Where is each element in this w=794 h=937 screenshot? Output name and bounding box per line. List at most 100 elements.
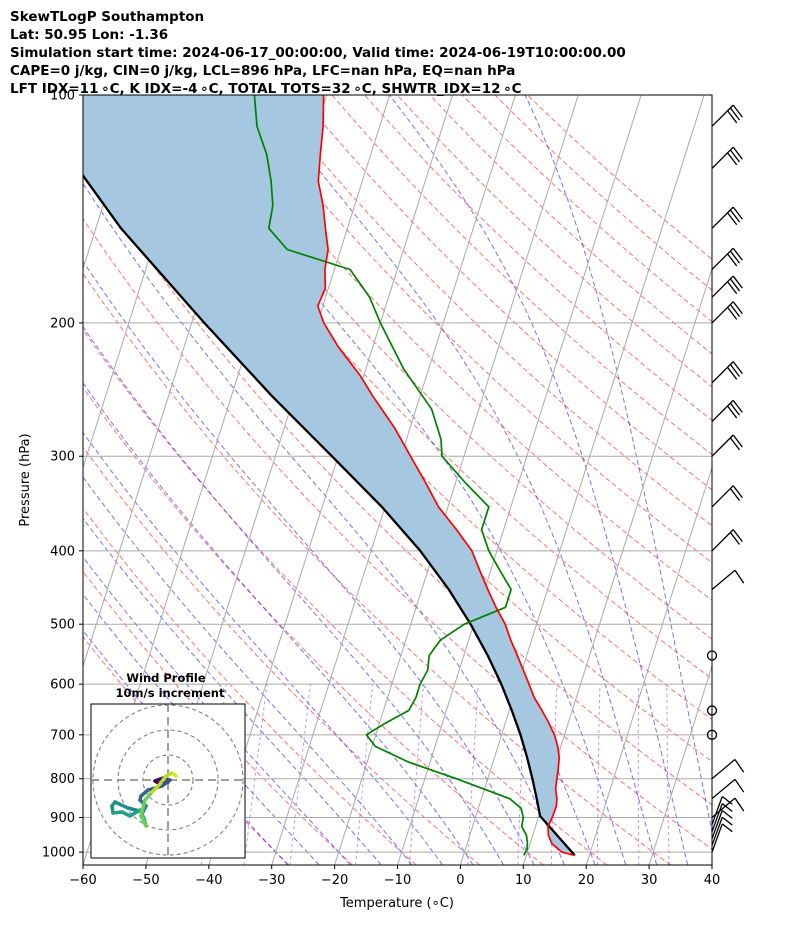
- hodograph-trace: [139, 814, 148, 828]
- wind-barb-flag: [727, 306, 738, 320]
- wind-barb: [711, 104, 734, 127]
- wind-barb-flag: [734, 759, 745, 773]
- wind-barb-flag: [729, 107, 741, 121]
- isotherm: [711, 863, 712, 865]
- moist-adiabat: [83, 593, 320, 865]
- wind-barb-calm: [706, 705, 718, 716]
- y-tick-label: 500: [50, 618, 75, 633]
- wind-barb: [711, 399, 734, 423]
- y-tick-label: 200: [50, 316, 75, 331]
- isotherm: [0, 95, 12, 865]
- dry-adiabat: [136, 95, 712, 680]
- parcel-profile-line: [83, 173, 576, 857]
- hodograph-plot: [91, 704, 245, 858]
- wind-barb-calm: [706, 650, 718, 661]
- x-tick-label: −10: [384, 873, 411, 888]
- dry-adiabat: [83, 386, 544, 865]
- wind-barb-flag: [729, 402, 741, 416]
- wind-barb-flag: [721, 795, 733, 805]
- mixing-ratio-line: [596, 684, 601, 865]
- temperature-line: [316, 95, 576, 857]
- wind-barb-flag: [732, 361, 743, 375]
- isotherm: [334, 95, 579, 865]
- wind-barb-flag: [727, 405, 738, 419]
- wind-barb: [711, 361, 734, 384]
- mixing-ratio-line: [517, 684, 526, 865]
- isotherm: [648, 664, 712, 865]
- x-tick-label: −60: [69, 873, 96, 888]
- wind-barb: [711, 247, 734, 270]
- wind-barb: [711, 758, 736, 780]
- x-tick-label: −20: [321, 873, 348, 888]
- hodograph-inset: [90, 703, 246, 859]
- y-tick-label: 100: [50, 89, 75, 104]
- wind-barb-flag: [727, 253, 738, 267]
- mixing-ratio-line: [666, 684, 670, 865]
- wind-barb-flag: [732, 485, 743, 499]
- x-tick-label: −30: [258, 873, 285, 888]
- chart-title-block: SkewTLogP Southampton Lat: 50.95 Lon: -1…: [10, 8, 626, 98]
- wind-barb-flag: [734, 569, 745, 584]
- dry-adiabat: [83, 218, 712, 850]
- moist-adiabat: [83, 431, 444, 865]
- wind-barb: [711, 275, 734, 298]
- wind-barb-flag: [729, 209, 741, 223]
- wind-barb-flag: [721, 803, 733, 812]
- isotherm: [208, 95, 453, 865]
- x-tick-label: −50: [132, 873, 159, 888]
- wind-barb-flag: [729, 278, 741, 292]
- wind-barb-flag: [727, 212, 738, 226]
- wind-barb: [711, 796, 723, 825]
- dry-adiabat: [83, 164, 712, 806]
- hodograph-trace: [143, 790, 154, 802]
- y-axis-label: Pressure (hPa): [18, 433, 33, 526]
- moist-adiabat: [83, 556, 351, 865]
- wind-barb: [711, 434, 734, 457]
- moist-adiabat: [83, 260, 535, 865]
- y-tick-label: 600: [50, 678, 75, 693]
- moist-adiabat: [160, 95, 627, 865]
- dry-adiabat: [83, 446, 481, 865]
- wind-barb-flag: [732, 275, 743, 289]
- wind-barb-flag: [721, 809, 733, 819]
- hodograph-trace: [113, 800, 130, 810]
- y-tick-label: 800: [50, 772, 75, 787]
- isotherm: [83, 95, 139, 271]
- mixing-ratio-line: [409, 684, 425, 865]
- wind-barb: [711, 146, 734, 169]
- y-tick-label: 1000: [42, 846, 75, 861]
- isotherm: [459, 95, 705, 865]
- wind-barb-flag: [734, 797, 745, 812]
- dry-adiabat: [83, 328, 608, 865]
- wind-barb-flag: [721, 816, 733, 826]
- y-tick-label: 700: [50, 728, 75, 743]
- moist-adiabat: [389, 95, 689, 865]
- mixing-ratio-line: [289, 684, 311, 865]
- title-line-indices: LFT IDX=11 ∘C, K IDX=-4 ∘C, TOTAL TOTS=3…: [10, 81, 522, 97]
- wind-barb: [711, 529, 734, 552]
- wind-barb: [711, 810, 723, 839]
- isotherm: [397, 95, 642, 865]
- wind-barb-flag: [729, 532, 741, 545]
- dry-adiabat: [233, 95, 712, 564]
- wind-barb: [711, 485, 734, 508]
- mixing-ratio-line: [637, 684, 640, 865]
- moist-adiabat: [259, 95, 658, 865]
- dry-adiabat: [201, 95, 712, 601]
- hodograph-subtitle: 10m/s increment: [116, 686, 225, 700]
- wind-barb-flag: [732, 206, 743, 220]
- dry-adiabat: [331, 95, 712, 456]
- wind-barb-flag: [729, 488, 741, 501]
- y-tick-label: 400: [50, 544, 75, 559]
- mixing-ratio-line: [467, 684, 479, 865]
- dry-adiabat: [83, 570, 353, 865]
- wind-barb-flag: [729, 364, 741, 377]
- wind-barb-flag: [729, 250, 741, 264]
- wind-barb-flag: [732, 146, 743, 160]
- cape-cin-shading: [83, 95, 575, 856]
- dry-adiabat: [462, 95, 712, 323]
- wind-barb-flag: [727, 366, 738, 380]
- axis-ticks: −60 −50 −40 −30 −20 −10 0 10 20 30 40 1000 900 800 700…: [42, 89, 720, 889]
- dry-adiabat: [364, 95, 712, 421]
